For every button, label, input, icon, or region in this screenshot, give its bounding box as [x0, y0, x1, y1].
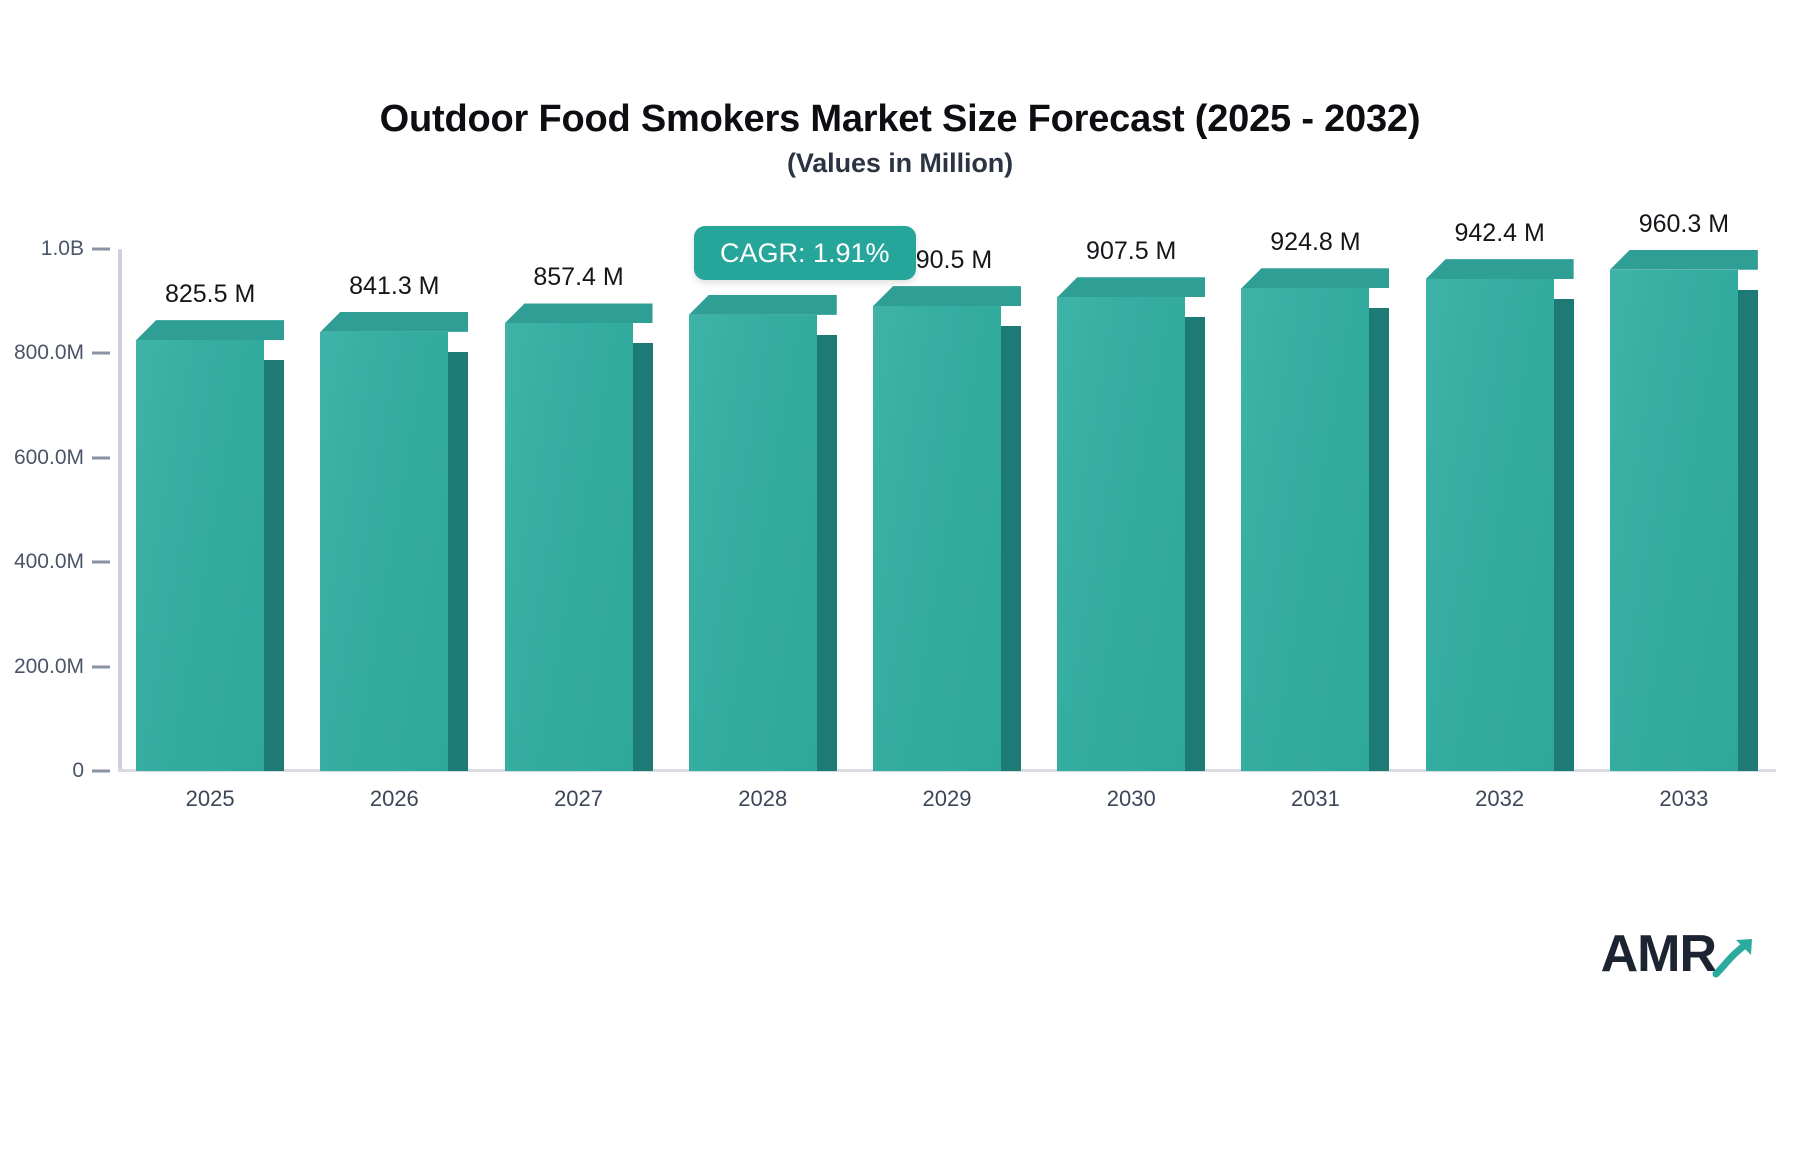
bar-top-face — [504, 303, 653, 324]
bar-front-face — [1425, 279, 1554, 771]
x-axis-tick-label: 2031 — [1290, 786, 1340, 811]
bar-side-face — [264, 360, 285, 771]
bar[interactable] — [1057, 249, 1206, 771]
bar-top-face — [1609, 249, 1758, 270]
bar-front-face — [873, 306, 1001, 771]
bar-value-label: 857.4 M — [533, 263, 624, 292]
bar-top-face — [320, 311, 469, 332]
bar-value-label: 825.5 M — [164, 280, 256, 309]
chart-subtitle: (Values in Million) — [786, 148, 1014, 178]
bar-value-label: 890.5 M — [901, 246, 993, 275]
bar[interactable] — [1241, 249, 1390, 771]
bar[interactable] — [1425, 249, 1574, 771]
y-axis-tick-mark — [92, 665, 110, 669]
x-axis-tick-label: 2029 — [922, 786, 972, 811]
y-axis-tick-label: 800.0M — [13, 341, 84, 365]
y-axis-tick-mark — [92, 560, 110, 564]
bar-top-face — [136, 320, 285, 341]
bar-top-face — [873, 286, 1021, 307]
bar[interactable] — [1609, 249, 1758, 771]
bar[interactable] — [320, 249, 469, 771]
x-axis-tick-label: 2027 — [554, 786, 604, 811]
bar-top-face — [1241, 268, 1390, 289]
bar-side-face — [632, 343, 653, 771]
y-axis-tick-label: 400.0M — [13, 550, 84, 574]
x-axis-tick-label: 2030 — [1106, 786, 1156, 811]
y-axis-tick-label: 600.0M — [13, 445, 84, 469]
chart-title: Outdoor Food Smokers Market Size Forecas… — [379, 98, 1421, 140]
y-axis-tick-mark — [92, 769, 110, 773]
bar[interactable] — [688, 249, 837, 771]
bar-front-face — [320, 331, 449, 771]
bar[interactable] — [873, 249, 1021, 771]
bar-value-label: 942.4 M — [1454, 219, 1545, 248]
bar-side-face — [816, 334, 837, 771]
bar-top-face — [1425, 259, 1574, 280]
bar-value-label: 960.3 M — [1638, 209, 1730, 238]
x-axis-tick-label: 2026 — [369, 786, 419, 811]
bar-front-face — [688, 314, 817, 771]
y-axis-tick-label: 1.0B — [40, 237, 84, 260]
bar-side-face — [1369, 308, 1390, 771]
x-axis-tick-label: 2028 — [738, 786, 788, 811]
y-axis-tick-label: 200.0M — [13, 654, 84, 678]
y-axis-tick-mark — [92, 351, 110, 355]
bar-front-face — [136, 340, 265, 771]
bar[interactable] — [136, 249, 285, 771]
amr-logo: AMR — [1601, 928, 1756, 980]
bar-value-label: 907.5 M — [1086, 237, 1177, 266]
bar-side-face — [1737, 289, 1758, 771]
bar-series — [118, 249, 1776, 771]
bar-front-face — [504, 323, 633, 771]
bar-top-face — [1057, 277, 1206, 298]
cagr-badge: CAGR: 1.91% — [694, 226, 916, 280]
logo-text: AMR — [1600, 925, 1717, 983]
bar-front-face — [1609, 269, 1738, 771]
bar-front-face — [1241, 288, 1370, 771]
bar-value-label: 924.8 M — [1270, 228, 1361, 257]
y-axis-tick-mark — [92, 247, 110, 251]
bar-side-face — [448, 351, 469, 771]
y-axis-tick-label: 0 — [72, 759, 84, 782]
x-axis-tick-label: 2025 — [185, 786, 235, 811]
y-axis-line — [118, 249, 122, 771]
bar-side-face — [1553, 299, 1574, 771]
bar-side-face — [1001, 326, 1021, 771]
y-axis-tick-mark — [92, 456, 110, 460]
growth-arrow-icon — [1712, 934, 1756, 978]
bar[interactable] — [504, 249, 653, 771]
x-axis-tick-label: 2033 — [1659, 786, 1709, 811]
bar-front-face — [1057, 297, 1186, 771]
bar-value-label: 841.3 M — [349, 271, 440, 300]
x-axis-tick-label: 2032 — [1475, 786, 1525, 811]
bar-side-face — [1185, 317, 1206, 771]
bar-top-face — [688, 294, 837, 315]
